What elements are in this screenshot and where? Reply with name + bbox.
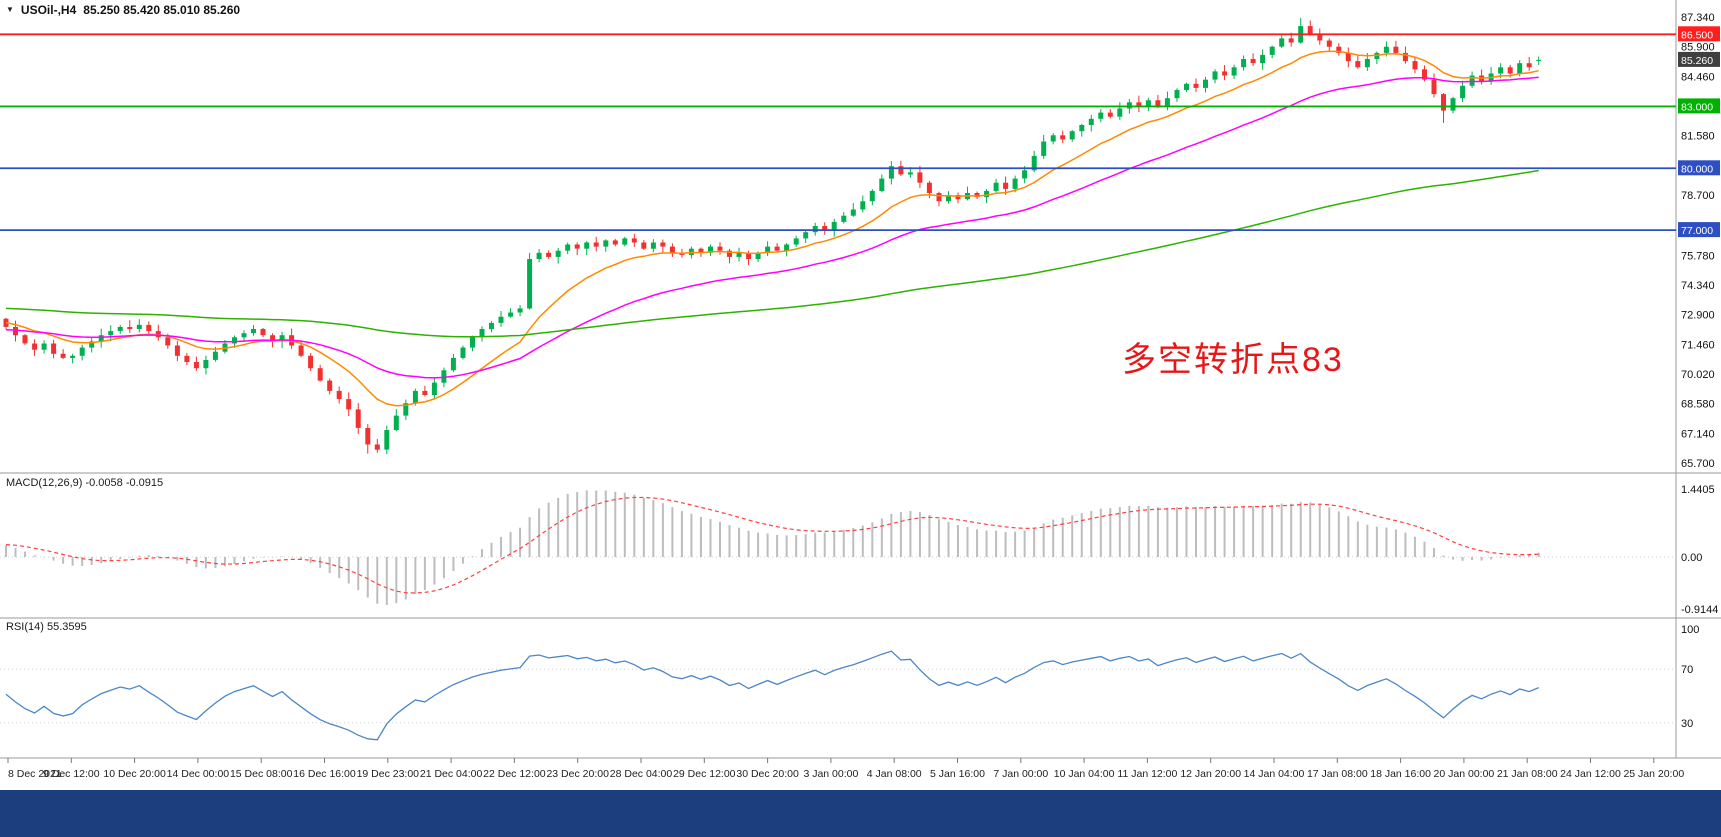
macd-pane-title: MACD(12,26,9) -0.0058 -0.0915 <box>6 477 164 489</box>
time-axis-label: 10 Dec 20:00 <box>103 768 166 780</box>
rsi-levels: 100 70 30 <box>0 624 1699 730</box>
macd-axis-label: 0.00 <box>1681 552 1702 564</box>
moving-averages <box>5 50 1539 407</box>
time-axis-label: 19 Dec 23:00 <box>357 768 420 780</box>
time-axis-label: 14 Jan 04:00 <box>1244 768 1305 780</box>
price-badge <box>1678 26 1720 42</box>
time-axis-label: 8 Dec 2021 <box>8 768 62 780</box>
price-badge-label: 86.500 <box>1681 29 1713 41</box>
time-axis-label: 20 Jan 00:00 <box>1434 768 1495 780</box>
chart-header: ▼ USOil-,H4 85.250 85.420 85.010 85.260 <box>6 3 240 17</box>
price-badges: 86.500 85.260 83.000 80.000 77.000 <box>1678 26 1720 238</box>
time-axis-label: 25 Jan 20:00 <box>1623 768 1684 780</box>
time-axis-label: 18 Jan 16:00 <box>1370 768 1431 780</box>
time-axis-label: 15 Dec 08:00 <box>230 768 293 780</box>
horizontal-lines <box>0 33 1676 232</box>
time-axis-label: 24 Jan 12:00 <box>1560 768 1621 780</box>
price-badge <box>1678 222 1720 238</box>
rsi-axis-label: 30 <box>1681 718 1693 730</box>
rsi-line <box>5 650 1539 741</box>
price-axis-ticks: 87.340 85.900 84.460 81.580 78.700 75.780 74.3… <box>1681 12 1715 470</box>
price-tick-label: 87.340 <box>1681 12 1715 24</box>
time-axis-label: 3 Jan 00:00 <box>803 768 858 780</box>
macd-axis-label: 1.4405 <box>1681 484 1715 496</box>
price-tick-label: 71.460 <box>1681 339 1715 351</box>
time-axis-label: 17 Jan 08:00 <box>1307 768 1368 780</box>
ma-fast-line <box>5 50 1539 407</box>
price-tick-label: 72.900 <box>1681 310 1715 322</box>
rsi-series <box>5 650 1539 741</box>
price-tick-label: 67.140 <box>1681 428 1715 440</box>
price-badge-label: 85.260 <box>1681 55 1713 67</box>
rsi-axis-label: 70 <box>1681 664 1693 676</box>
price-tick-label: 85.900 <box>1681 42 1715 54</box>
price-badge <box>1678 51 1720 67</box>
time-axis-label: 11 Jan 12:00 <box>1117 768 1177 780</box>
price-badge-label: 83.000 <box>1681 101 1713 113</box>
time-axis-label: 4 Jan 08:00 <box>867 768 922 780</box>
price-tick-label: 68.580 <box>1681 399 1715 411</box>
time-axis-label: 14 Dec 00:00 <box>167 768 230 780</box>
price-badge-label: 77.000 <box>1681 225 1713 237</box>
time-axis-label: 5 Jan 16:00 <box>930 768 985 780</box>
time-axis-label: 30 Dec 20:00 <box>736 768 799 780</box>
time-axis-label: 29 Dec 12:00 <box>673 768 736 780</box>
price-tick-label: 65.700 <box>1681 458 1715 470</box>
macd-axis-label: -0.9144 <box>1681 604 1718 616</box>
price-tick-label: 81.580 <box>1681 131 1715 143</box>
macd-signal <box>5 496 1539 594</box>
ma-mid-line <box>5 76 1539 379</box>
time-axis-label: 16 Dec 16:00 <box>293 768 356 780</box>
price-badge <box>1678 98 1720 114</box>
price-tick-label: 74.340 <box>1681 280 1715 292</box>
rsi-pane[interactable] <box>0 619 1676 758</box>
symbol-timeframe-label: USOil-,H4 <box>20 3 77 17</box>
time-axis-label: 21 Jan 08:00 <box>1497 768 1558 780</box>
annotation-text: 多空转折点83 <box>1122 341 1344 379</box>
price-tick-label: 75.780 <box>1681 250 1715 262</box>
time-axis-label: 7 Jan 00:00 <box>993 768 1048 780</box>
price-badge <box>1678 160 1720 176</box>
time-axis-label: 23 Dec 20:00 <box>546 768 609 780</box>
time-axis-label: 28 Dec 04:00 <box>610 768 673 780</box>
bottom-bar <box>0 790 1721 837</box>
macd-histogram <box>5 490 1540 605</box>
time-axis-label: 22 Dec 12:00 <box>483 768 546 780</box>
time-axis-label: 12 Jan 20:00 <box>1180 768 1241 780</box>
time-axis-label: 21 Dec 04:00 <box>420 768 483 780</box>
pane-separators <box>0 0 1721 759</box>
symbol-dropdown-icon[interactable]: ▼ <box>6 5 14 14</box>
time-axis-label: 9 Dec 12:00 <box>43 768 100 780</box>
price-tick-label: 70.020 <box>1681 369 1715 381</box>
ohlc-values: 85.250 85.420 85.010 85.260 <box>83 3 241 17</box>
time-axis-label: 10 Jan 04:00 <box>1054 768 1115 780</box>
price-tick-label: 78.700 <box>1681 190 1715 202</box>
price-tick-label: 84.460 <box>1681 71 1715 83</box>
candlestick-series <box>3 17 1542 455</box>
rsi-pane-title: RSI(14) 55.3595 <box>6 621 87 633</box>
ma-slow-line <box>5 169 1539 338</box>
rsi-axis-label: 100 <box>1681 624 1699 636</box>
macd-signal-line <box>5 496 1539 594</box>
price-badge-label: 80.000 <box>1681 163 1713 175</box>
